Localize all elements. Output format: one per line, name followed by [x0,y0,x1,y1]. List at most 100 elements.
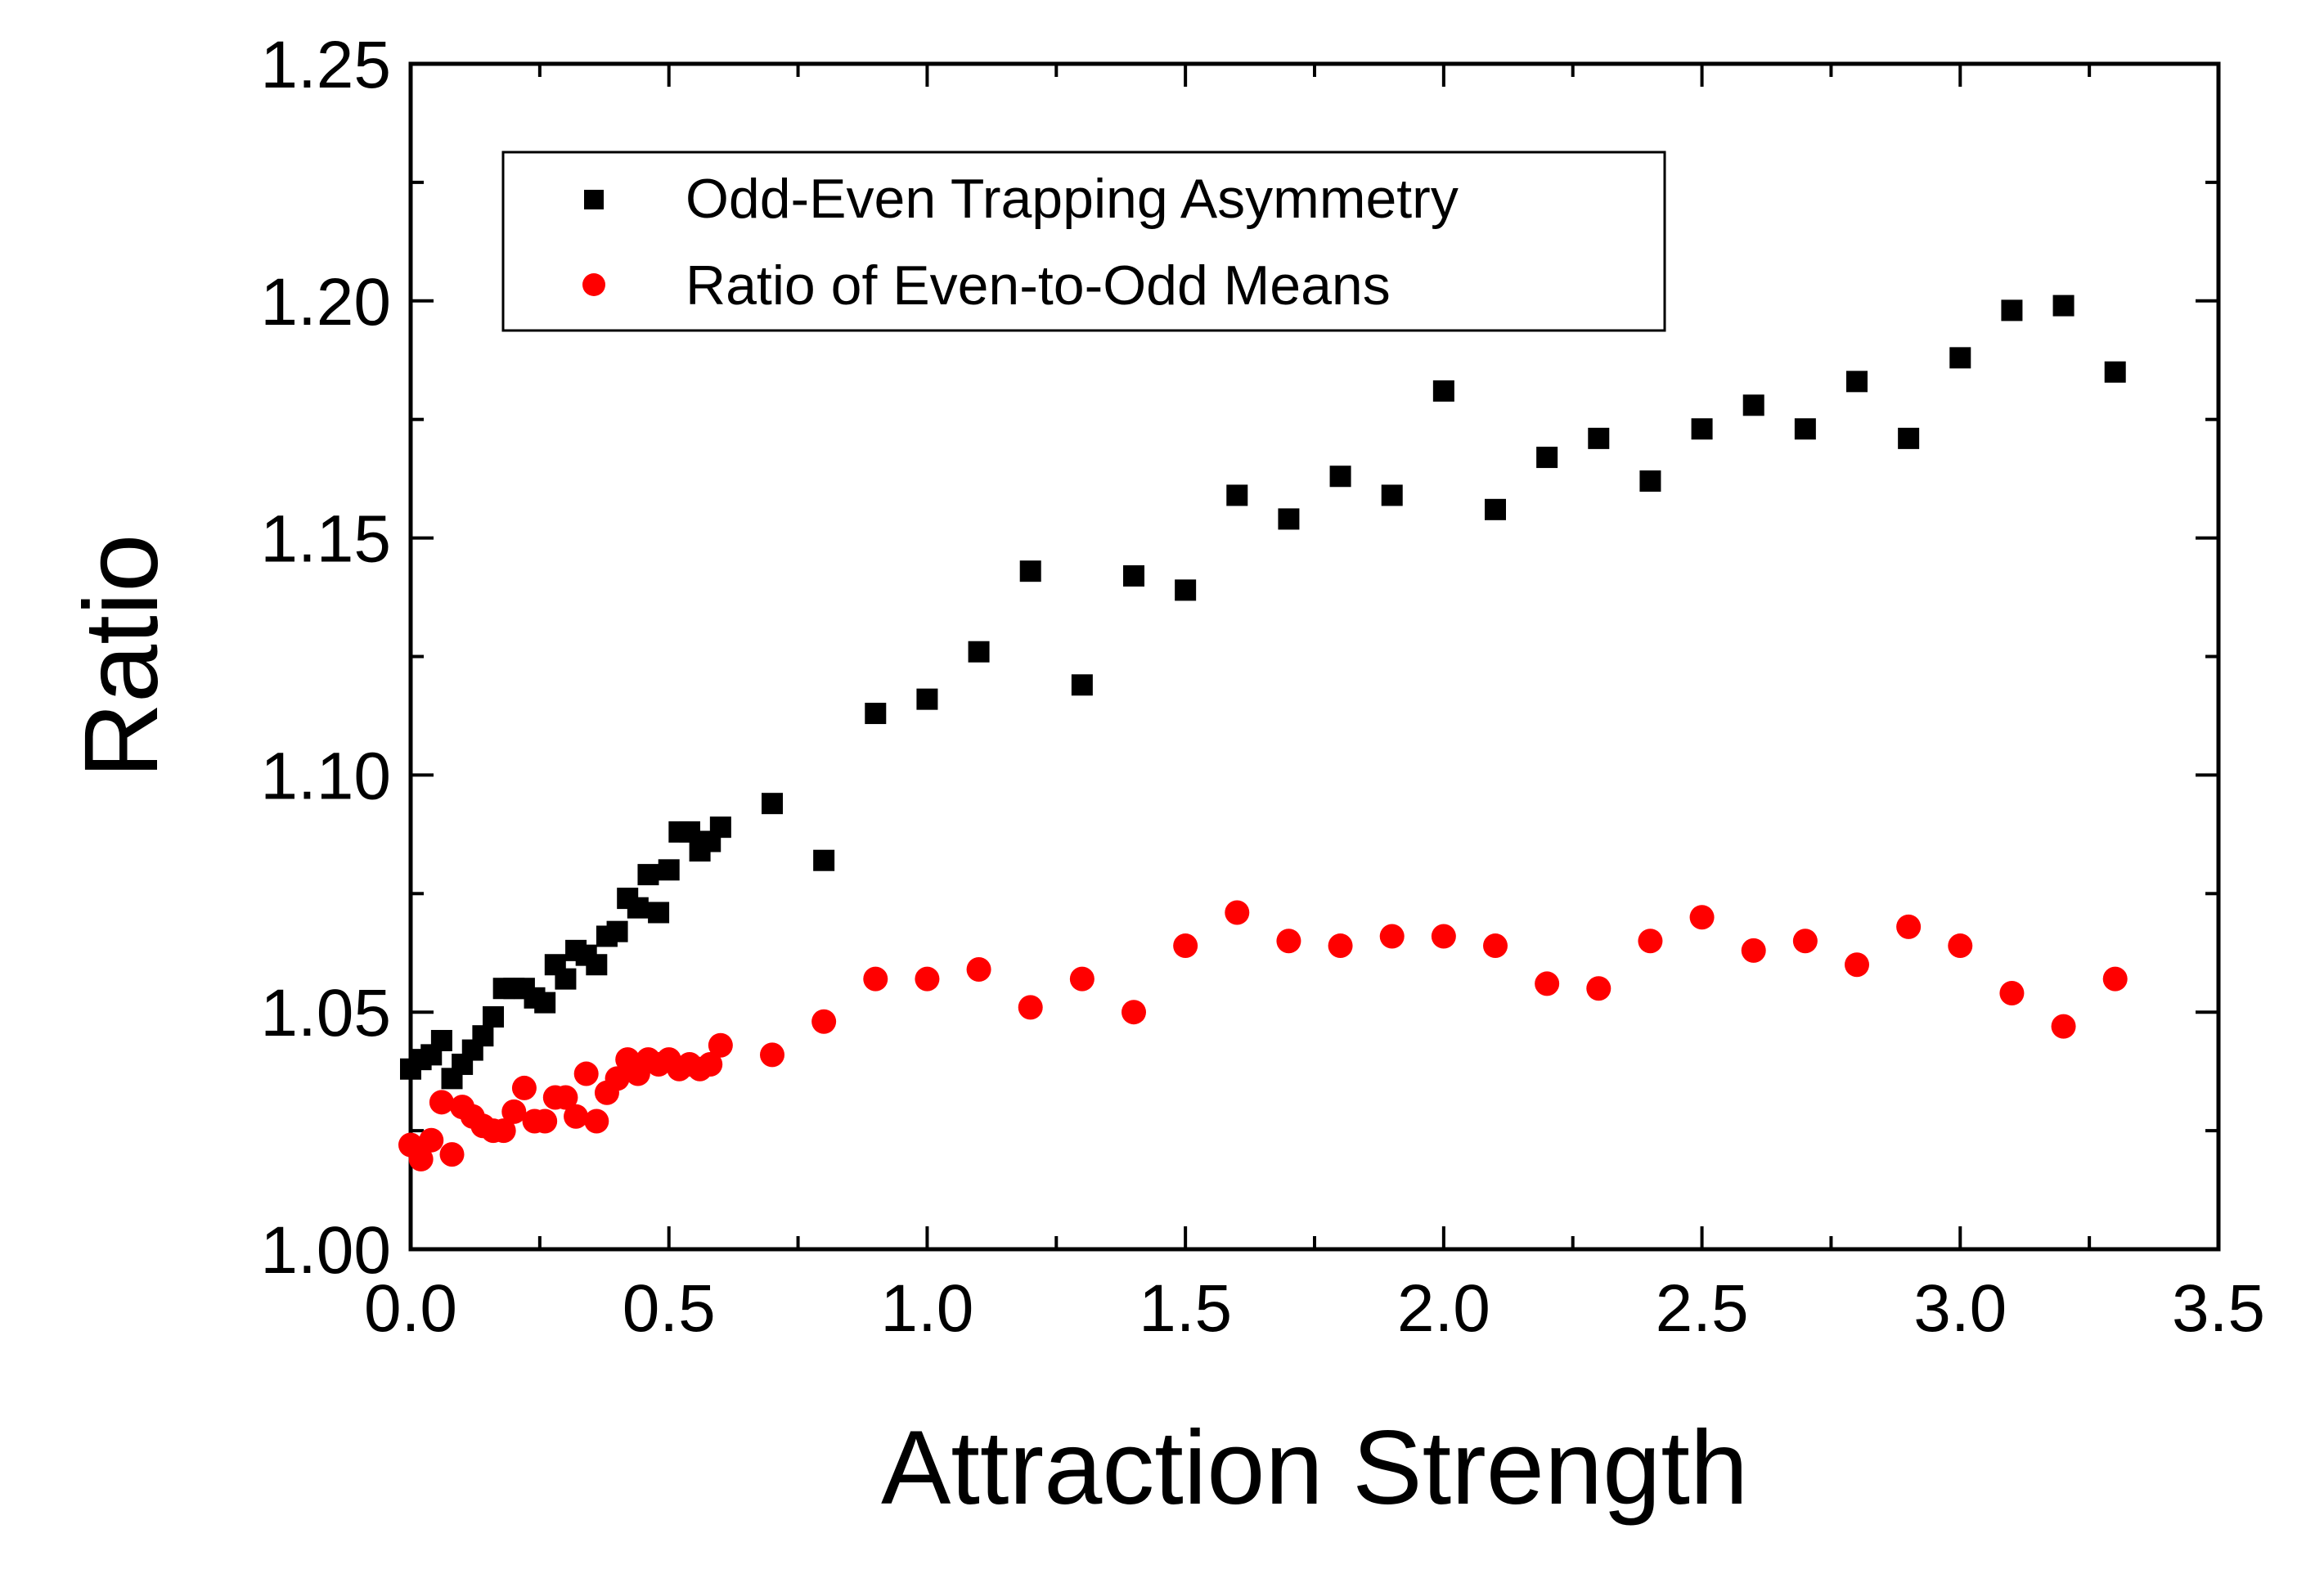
data-point-circle [419,1127,444,1153]
data-point-square [1123,564,1144,587]
legend: Odd-Even Trapping Asymmetry Ratio of Eve… [501,151,1666,332]
data-point-circle [811,1009,837,1034]
x-axis-title: Attraction Strength [881,1410,1748,1527]
data-point-square [1226,484,1248,506]
data-point-circle [1586,976,1612,1001]
data-point-circle [1689,905,1715,930]
x-tick-label: 1.5 [1139,1271,1232,1346]
data-point-square [968,641,990,663]
data-point-square [658,859,680,881]
data-point-circle [1379,924,1405,949]
series-odd-even-trapping-asymmetry [400,295,2126,1090]
data-point-square [648,902,670,924]
data-point-circle [1741,938,1766,963]
data-point-square [1691,418,1713,440]
data-point-circle [915,966,940,992]
data-point-circle [1122,1000,1146,1025]
data-point-square [762,793,783,815]
legend-label-odd-even: Odd-Even Trapping Asymmetry [686,168,1459,230]
y-tick-label: 1.25 [260,28,391,102]
data-point-square [2001,299,2023,322]
data-point-circle [439,1142,465,1167]
x-tick-label: 3.0 [1913,1271,2007,1346]
data-point-square [1485,498,1506,520]
x-tick-label: 2.0 [1397,1271,1490,1346]
data-point-circle [1535,971,1560,996]
data-point-square [606,920,628,942]
data-point-square [1329,465,1351,488]
data-point-circle [429,1090,454,1115]
x-tick-label: 3.5 [2172,1271,2265,1346]
legend-box [501,151,1666,332]
data-point-square [916,688,938,710]
data-point-square [430,1029,452,1051]
data-point-circle [1069,966,1095,992]
y-tick-label: 1.00 [260,1213,391,1288]
data-point-square [483,1005,505,1028]
data-point-circle [1276,929,1301,954]
x-tick-label: 2.5 [1656,1271,1749,1346]
data-point-square [586,954,608,976]
data-point-circle [698,1051,723,1077]
data-point-square [2052,295,2075,317]
data-point-square [637,864,659,886]
data-point-circle [863,966,888,992]
y-tick-label: 1.10 [260,739,391,813]
data-point-circle [1999,981,2025,1006]
y-axis-title: Ratio [63,534,180,779]
data-point-circle [1483,933,1508,959]
y-tick-label: 1.15 [260,502,391,577]
data-point-square [1742,394,1764,416]
data-point-square [1175,579,1197,601]
legend-marker-odd-even [584,190,604,209]
data-point-circle [1638,929,1663,954]
data-point-square [1794,418,1816,440]
data-point-circle [1845,952,1869,978]
data-point-circle [564,1104,589,1129]
data-point-square [1639,470,1661,492]
data-point-square [813,849,835,871]
data-point-circle [511,1075,537,1100]
series-ratio-even-to-odd-means [398,900,2128,1172]
data-point-square [1278,508,1300,530]
x-tick-label: 1.0 [880,1271,973,1346]
data-point-square [1071,674,1093,696]
data-point-square [2104,361,2126,383]
data-point-square [472,1025,494,1047]
data-point-circle [491,1118,516,1144]
legend-label-even-odd: Ratio of Even-to-Odd Means [686,254,1391,317]
data-point-circle [605,1066,630,1091]
data-point-square [1536,447,1558,469]
data-point-circle [533,1109,558,1134]
data-point-square [555,968,577,990]
data-point-circle [1328,933,1353,959]
x-axis: 0.0 0.5 1.0 1.5 2.0 2.5 3.0 3.5 [364,64,2265,1346]
data-point-square [1019,560,1041,582]
data-point-circle [573,1061,599,1086]
data-point-circle [2051,1014,2076,1039]
data-point-circle [708,1032,733,1058]
data-point-circle [584,1109,609,1134]
data-point-circle [1896,914,1922,939]
data-point-square [1588,427,1610,449]
data-point-circle [408,1146,434,1172]
data-point-square [1949,347,1971,369]
data-point-circle [1948,933,1973,959]
data-point-circle [1431,924,1456,949]
legend-marker-even-odd [582,273,605,296]
y-tick-label: 1.20 [260,265,391,340]
data-point-circle [966,957,991,983]
y-axis: 1.00 1.05 1.10 1.15 1.20 1.25 [260,28,2218,1288]
data-point-circle [553,1085,578,1110]
data-point-circle [1792,929,1818,954]
data-point-circle [1225,900,1250,925]
y-tick-label: 1.05 [260,976,391,1050]
data-point-square [627,897,649,919]
data-point-square [1898,427,1920,449]
data-point-circle [2102,966,2128,992]
data-point-square [709,816,731,839]
x-tick-label: 0.5 [623,1271,716,1346]
data-point-square [1846,371,1868,393]
data-point-circle [1018,995,1043,1020]
